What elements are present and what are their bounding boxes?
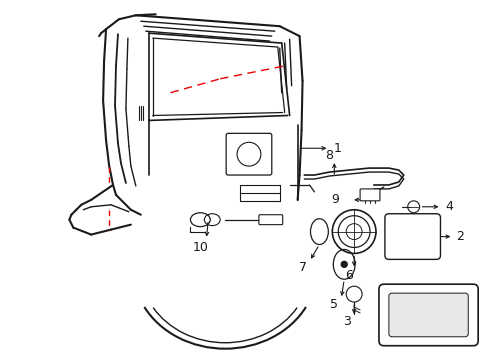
Text: 8: 8 [325, 149, 333, 162]
Text: 7: 7 [298, 261, 306, 274]
Text: 9: 9 [331, 193, 339, 206]
Text: 2: 2 [455, 230, 463, 243]
FancyBboxPatch shape [378, 284, 477, 346]
Text: 4: 4 [445, 200, 452, 213]
Text: 6: 6 [345, 269, 352, 282]
FancyBboxPatch shape [388, 293, 468, 337]
FancyBboxPatch shape [359, 189, 379, 201]
Text: 10: 10 [192, 241, 208, 254]
FancyBboxPatch shape [384, 214, 440, 260]
Text: 1: 1 [333, 142, 341, 155]
FancyBboxPatch shape [225, 133, 271, 175]
Circle shape [341, 261, 346, 267]
Text: 3: 3 [343, 315, 350, 328]
FancyBboxPatch shape [258, 215, 282, 225]
Text: 11: 11 [414, 314, 429, 327]
Text: 5: 5 [329, 297, 338, 311]
